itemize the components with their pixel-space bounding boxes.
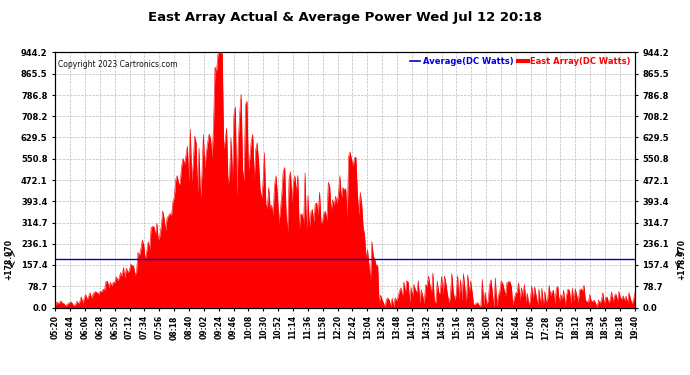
Text: East Array Actual & Average Power Wed Jul 12 20:18: East Array Actual & Average Power Wed Ju… (148, 11, 542, 24)
Legend: Average(DC Watts), East Array(DC Watts): Average(DC Watts), East Array(DC Watts) (411, 57, 631, 66)
Text: +178.970: +178.970 (3, 238, 13, 280)
Text: Copyright 2023 Cartronics.com: Copyright 2023 Cartronics.com (58, 60, 177, 69)
Text: +178.970: +178.970 (677, 238, 687, 280)
